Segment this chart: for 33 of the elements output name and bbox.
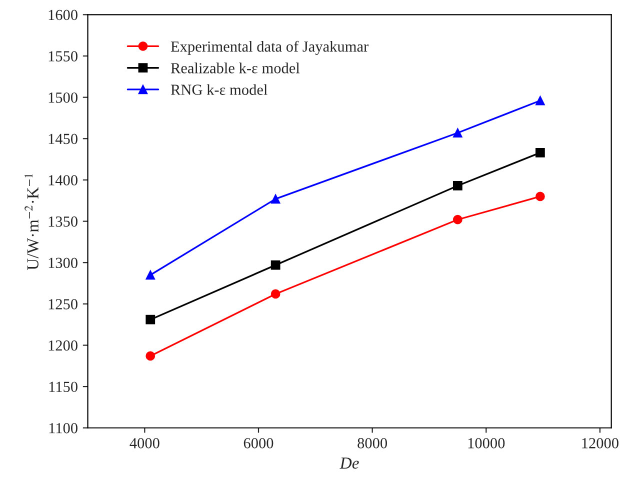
point xyxy=(536,192,545,202)
point xyxy=(452,128,462,138)
y-tick-label: 1600 xyxy=(48,10,78,20)
x-tick-label: 10000 xyxy=(468,438,505,448)
legend-label: Realizable k-ε model xyxy=(170,62,300,74)
legend-label: RNG k-ε model xyxy=(170,84,268,95)
y-axis-title: U/W·m$^{−2}$·K$^{−1}$ xyxy=(24,174,39,270)
point xyxy=(536,148,545,158)
point xyxy=(270,260,280,270)
y-tick-label: 1100 xyxy=(49,423,78,434)
point xyxy=(146,270,156,280)
x-tick-label: 12000 xyxy=(582,438,618,448)
point xyxy=(536,96,545,106)
y-tick-label: 1450 xyxy=(48,134,78,144)
x-tick-label: 8000 xyxy=(358,438,388,448)
point xyxy=(146,314,156,324)
x-tick-label: 4000 xyxy=(130,438,160,448)
legend-label: Experimental data of Jayakumar xyxy=(170,40,368,55)
y-tick-label: 1350 xyxy=(48,216,78,227)
point xyxy=(452,181,462,190)
y-tick-label: 1200 xyxy=(48,340,78,351)
x-tick-label: 6000 xyxy=(244,438,274,448)
y-tick-label: 1250 xyxy=(48,299,78,310)
point xyxy=(270,289,280,299)
point xyxy=(270,194,280,204)
point xyxy=(452,214,462,224)
y-tick-label: 1500 xyxy=(48,92,78,103)
x-axis-title: De xyxy=(340,458,359,469)
y-tick-label: 1550 xyxy=(48,51,78,62)
y-tick-label: 1150 xyxy=(49,382,78,392)
point xyxy=(146,351,156,361)
y-tick-label: 1300 xyxy=(48,258,78,268)
y-tick-label: 1400 xyxy=(48,175,78,186)
